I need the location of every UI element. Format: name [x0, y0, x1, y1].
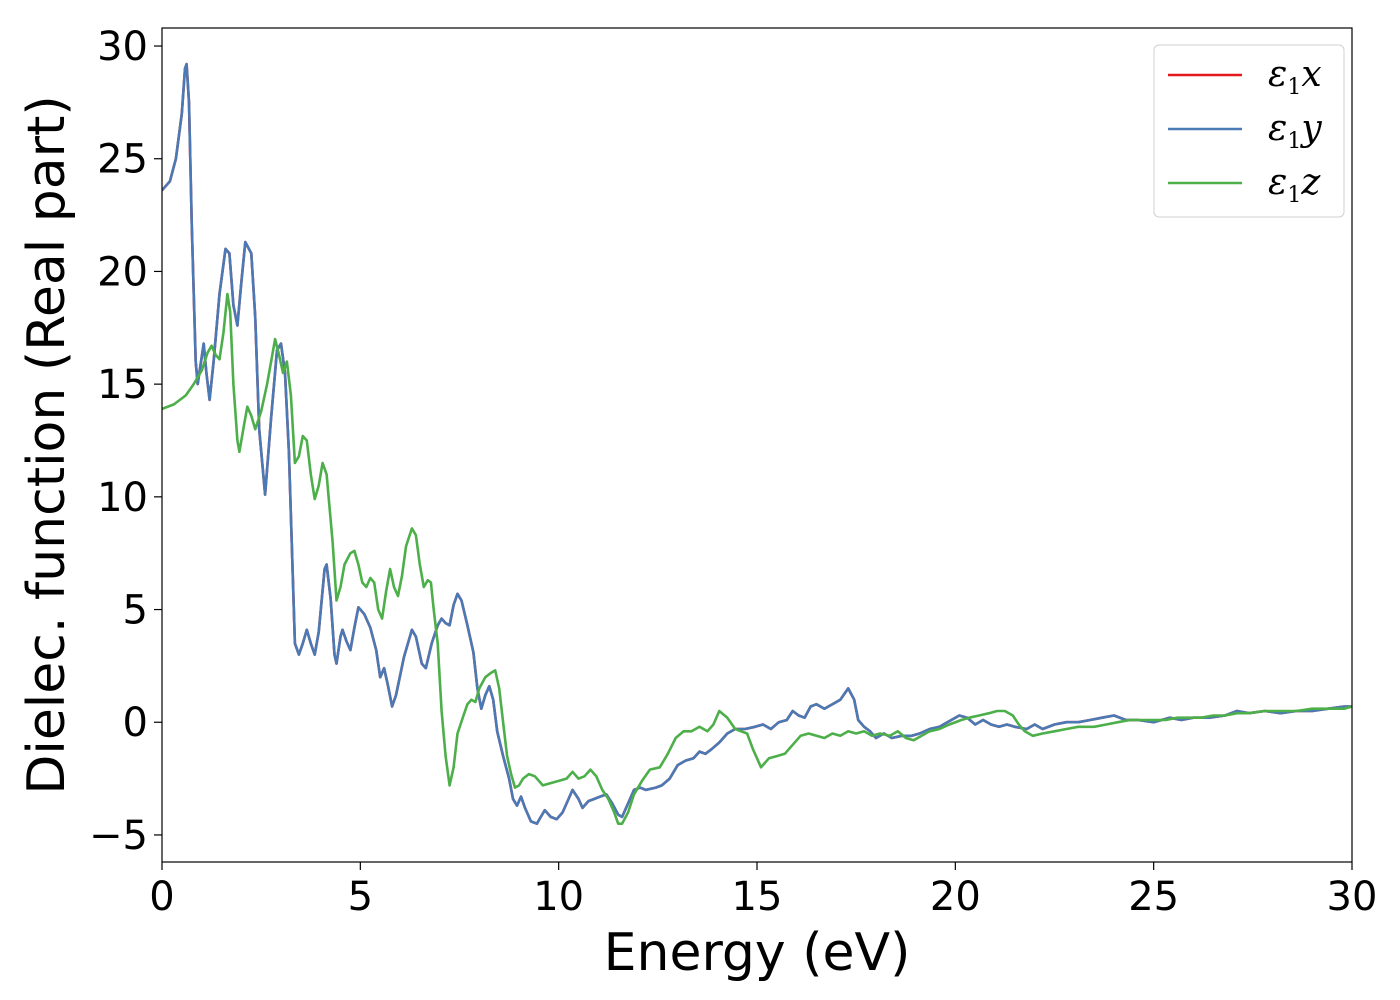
legend-label-base: ε — [1268, 54, 1287, 95]
legend-label-subscript: 1 — [1287, 75, 1301, 100]
y-tick-label: 5 — [123, 588, 148, 634]
legend-label-subscript: 1 — [1287, 183, 1301, 208]
y-tick-label: 30 — [97, 24, 148, 70]
legend-label-component: y — [1299, 108, 1322, 149]
y-tick-label: −5 — [89, 813, 148, 859]
x-tick-label: 10 — [533, 874, 584, 920]
x-tick-label: 0 — [149, 874, 174, 920]
series-line-y — [162, 62, 1352, 826]
y-tick-label: 15 — [97, 362, 148, 408]
plot-lines — [162, 62, 1352, 826]
y-tick-label: 20 — [97, 249, 148, 295]
legend-label-base: ε — [1268, 162, 1287, 203]
legend-box — [1153, 44, 1345, 218]
y-axis: −5 0 5 10 15 20 25 30 — [89, 24, 162, 859]
x-tick-label: 20 — [930, 874, 981, 920]
series-line-z — [162, 292, 1352, 826]
legend-label-base: ε — [1268, 108, 1287, 149]
y-tick-label: 0 — [123, 700, 148, 746]
legend-label-z: ε1z — [1268, 162, 1321, 208]
legend-label-subscript: 1 — [1287, 129, 1301, 154]
y-tick-label: 10 — [97, 475, 148, 521]
x-axis-title: Energy (eV) — [604, 923, 911, 983]
legend-label-x: ε1x — [1268, 54, 1322, 100]
legend-label-component: x — [1301, 54, 1321, 95]
y-axis-title: Dielec. function (Real part) — [17, 95, 77, 794]
legend-label-y: ε1y — [1268, 108, 1322, 154]
y-tick-label: 25 — [97, 137, 148, 183]
x-tick-label: 25 — [1128, 874, 1179, 920]
x-tick-label: 30 — [1327, 874, 1378, 920]
x-axis: 0 5 10 15 20 25 30 — [149, 862, 1377, 920]
legend-label-component: z — [1300, 162, 1321, 203]
x-tick-label: 5 — [348, 874, 373, 920]
x-tick-label: 15 — [732, 874, 783, 920]
